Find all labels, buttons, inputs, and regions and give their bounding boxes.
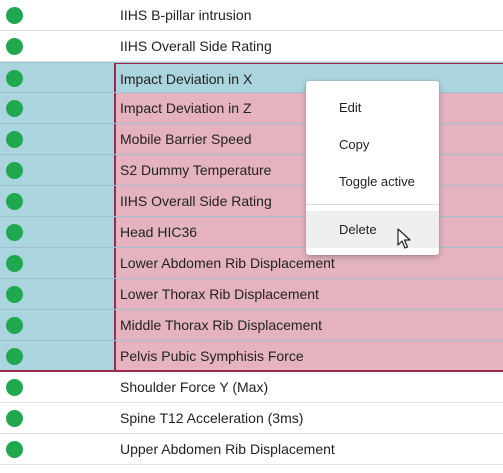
status-cell[interactable] bbox=[0, 124, 114, 154]
menu-item-copy[interactable]: Copy bbox=[339, 137, 370, 152]
status-cell[interactable] bbox=[0, 63, 114, 92]
table-row[interactable]: Upper Abdomen Rib Displacement bbox=[0, 434, 503, 465]
metric-name[interactable]: Spine T12 Acceleration (3ms) bbox=[120, 410, 304, 426]
green-dot-icon bbox=[6, 255, 23, 272]
green-dot-icon bbox=[6, 7, 23, 24]
status-cell[interactable] bbox=[0, 186, 114, 216]
menu-item-edit[interactable]: Edit bbox=[339, 100, 362, 115]
green-dot-icon bbox=[6, 410, 23, 427]
menu-divider bbox=[306, 204, 439, 205]
status-cell[interactable] bbox=[0, 279, 114, 309]
status-cell[interactable] bbox=[0, 248, 114, 278]
metric-name[interactable]: Pelvis Pubic Symphisis Force bbox=[114, 341, 503, 370]
status-cell[interactable] bbox=[0, 93, 114, 123]
green-dot-icon bbox=[6, 162, 23, 179]
status-cell[interactable] bbox=[0, 341, 114, 370]
table-row[interactable]: IIHS B-pillar intrusion bbox=[0, 0, 503, 31]
menu-item-toggle-active[interactable]: Toggle active bbox=[339, 174, 415, 189]
status-cell[interactable] bbox=[0, 434, 114, 464]
table-row[interactable]: IIHS Overall Side Rating bbox=[0, 31, 503, 62]
status-cell[interactable] bbox=[0, 31, 114, 61]
green-dot-icon bbox=[6, 379, 23, 396]
green-dot-icon bbox=[6, 286, 23, 303]
metric-name[interactable]: Upper Abdomen Rib Displacement bbox=[120, 441, 335, 457]
metric-name[interactable]: Shoulder Force Y (Max) bbox=[120, 379, 269, 395]
metric-name[interactable]: IIHS Overall Side Rating bbox=[120, 38, 272, 54]
metric-name[interactable]: IIHS B-pillar intrusion bbox=[120, 7, 252, 23]
status-cell[interactable] bbox=[0, 155, 114, 185]
status-cell[interactable] bbox=[0, 310, 114, 340]
status-cell[interactable] bbox=[0, 372, 114, 402]
green-dot-icon bbox=[6, 131, 23, 148]
status-cell[interactable] bbox=[0, 403, 114, 433]
table-row[interactable]: Shoulder Force Y (Max) bbox=[0, 372, 503, 403]
table-row[interactable]: Lower Abdomen Rib Displacement bbox=[0, 248, 503, 279]
green-dot-icon bbox=[6, 100, 23, 117]
table-row[interactable]: Middle Thorax Rib Displacement bbox=[0, 310, 503, 341]
table-row[interactable]: Pelvis Pubic Symphisis Force bbox=[0, 341, 503, 372]
green-dot-icon bbox=[6, 193, 23, 210]
green-dot-icon bbox=[6, 224, 23, 241]
context-menu: Edit Copy Toggle active Delete bbox=[306, 81, 439, 255]
mouse-pointer-icon bbox=[397, 228, 411, 249]
table-row[interactable]: Spine T12 Acceleration (3ms) bbox=[0, 403, 503, 434]
green-dot-icon bbox=[6, 348, 23, 365]
green-dot-icon bbox=[6, 70, 23, 87]
status-cell[interactable] bbox=[0, 0, 114, 30]
green-dot-icon bbox=[6, 317, 23, 334]
green-dot-icon bbox=[6, 441, 23, 458]
metric-name[interactable]: Lower Thorax Rib Displacement bbox=[114, 279, 503, 309]
table-row[interactable]: Impact Deviation in X bbox=[0, 62, 503, 93]
table-row[interactable]: Lower Thorax Rib Displacement bbox=[0, 279, 503, 310]
green-dot-icon bbox=[6, 38, 23, 55]
metric-name[interactable]: Middle Thorax Rib Displacement bbox=[114, 310, 503, 340]
menu-item-delete[interactable]: Delete bbox=[306, 211, 439, 248]
status-cell[interactable] bbox=[0, 217, 114, 247]
